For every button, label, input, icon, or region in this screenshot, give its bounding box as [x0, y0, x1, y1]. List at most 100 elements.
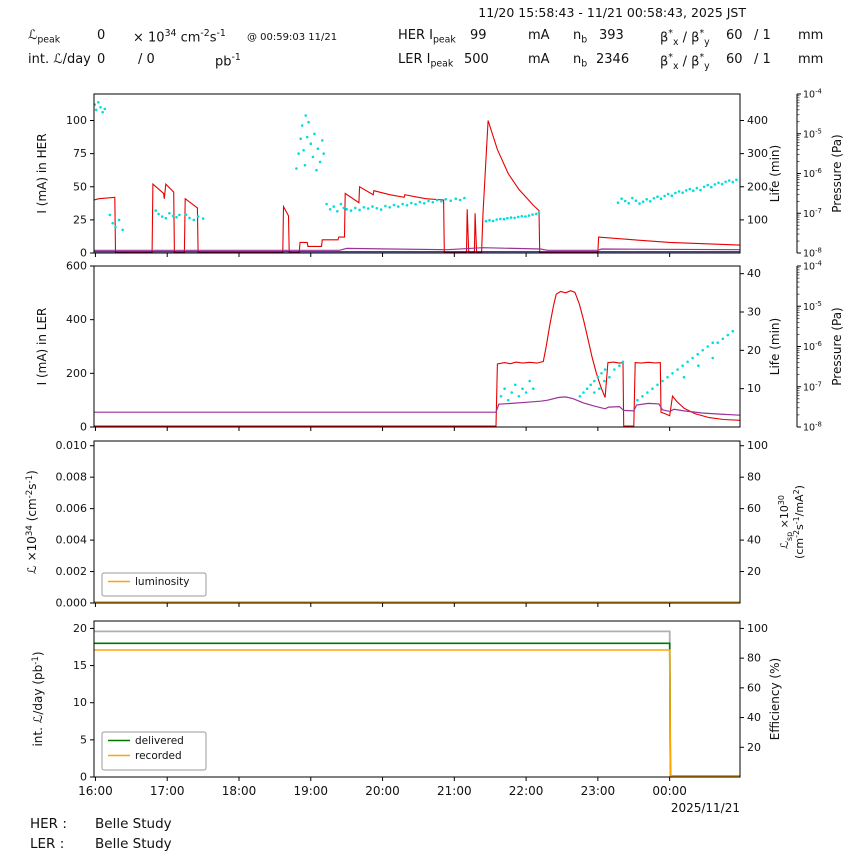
pressure-tick: 10-6	[803, 340, 822, 353]
intlum-value: 0	[97, 52, 106, 67]
footer-her-label: HER :	[30, 816, 67, 832]
ytick-right: 400	[747, 114, 768, 127]
plot-frame	[93, 440, 741, 604]
her-nb-label: nb	[573, 28, 588, 46]
legend-delivered: delivered	[135, 735, 184, 747]
ytick-left: 15	[73, 659, 87, 672]
series-her-current	[94, 120, 740, 253]
pressure-tick: 10-7	[803, 207, 822, 220]
ler-beta-value2: / 1	[754, 52, 771, 67]
ylabel-right: ℒsp ×1030	[777, 495, 794, 549]
ytick-right: 80	[747, 652, 761, 665]
lpeak-label: ℒpeak	[28, 28, 61, 46]
ytick-left: 600	[66, 260, 87, 273]
ytick-left: 0	[80, 421, 87, 434]
ytick-left: 0.000	[56, 597, 88, 610]
ytick-right: 100	[747, 439, 768, 452]
her-beta-value2: / 1	[754, 28, 771, 43]
time-range-label: 11/20 15:58:43 - 11/21 00:58:43, 2025 JS…	[478, 5, 746, 20]
intlum-label: int. ℒ/day	[28, 52, 91, 67]
ytick-left: 200	[66, 367, 87, 380]
ytick-left: 5	[80, 733, 87, 746]
plot-integrated: 0 5 10 15 20 20 40 60 80 100 16:00 17:00 18:00 19:00 2…	[31, 620, 782, 798]
ytick-left: 0.006	[56, 502, 88, 515]
ytick-left: 10	[73, 696, 87, 709]
ylabel-left: ℒ ×1034 (cm-2s-1)	[25, 470, 39, 574]
intlum-unit: pb-1	[215, 52, 241, 70]
ytick-right: 100	[747, 622, 768, 635]
ler-ipeak-value: 500	[464, 52, 489, 67]
xtick-label: 21:00	[437, 784, 472, 798]
pressure-axis-label: Pressure (Pa)	[830, 307, 844, 385]
ler-nb-value: 2346	[596, 52, 630, 67]
ler-nb-label: nb	[573, 52, 588, 70]
ylabel-right: Life (min)	[768, 145, 782, 202]
series-ler-current	[94, 290, 740, 427]
ytick-left: 0.002	[56, 565, 88, 578]
legend-box	[101, 572, 207, 597]
xtick-label: 00:00	[652, 784, 687, 798]
pressure-tick: 10-4	[803, 260, 822, 273]
ytick-right: 30	[747, 306, 761, 319]
pressure-tick: 10-4	[803, 88, 822, 101]
pressure-tick: 10-5	[803, 127, 822, 140]
ytick-right: 60	[747, 502, 761, 515]
ytick-left: 50	[73, 180, 87, 193]
series-ler-pressure	[94, 396, 740, 416]
ytick-right: 40	[747, 534, 761, 547]
plot-ler: 0 200 400 600 10 20 30 40 I (mA) in LER Life (min…	[35, 260, 844, 434]
lpeak-unit: × 1034 cm-2s-1	[133, 28, 226, 46]
ler-beta-label: β*x / β*y	[660, 52, 710, 72]
ytick-right: 20	[747, 344, 761, 357]
lpeak-timestamp: @ 00:59:03 11/21	[247, 32, 338, 43]
legend-luminosity: luminosity	[135, 576, 190, 588]
ytick-right: 20	[747, 741, 761, 754]
date-label: 2025/11/21	[671, 801, 740, 815]
plot-frame	[93, 93, 741, 254]
series-ler-lifetime	[499, 329, 735, 402]
ler-beta-unit: mm	[798, 52, 824, 67]
ylabel-right: Life (min)	[768, 318, 782, 375]
footer-ler-label: LER :	[30, 836, 65, 852]
her-ipeak-unit: mA	[528, 28, 550, 43]
series-her-lifetime	[94, 101, 738, 232]
ytick-left: 400	[66, 313, 87, 326]
plot-frame	[93, 265, 741, 428]
ytick-right: 80	[747, 471, 761, 484]
intlum-value2: / 0	[138, 52, 155, 67]
ytick-left: 0	[80, 247, 87, 260]
her-beta-value: 60	[726, 28, 743, 43]
ytick-left: 100	[66, 114, 87, 127]
ler-ipeak-label: LER Ipeak	[398, 52, 454, 70]
ytick-right: 40	[747, 267, 761, 280]
ytick-left: 75	[73, 147, 87, 160]
ytick-right: 60	[747, 681, 761, 694]
xtick-label: 16:00	[78, 784, 113, 798]
ylabel-right: (cm-2s-1/mA2)	[792, 485, 806, 559]
her-nb-value: 393	[599, 28, 624, 43]
series-recorded	[94, 649, 740, 777]
legend-box	[101, 731, 207, 771]
pressure-tick: 10-8	[803, 421, 822, 434]
ylabel-left: I (mA) in HER	[35, 133, 49, 213]
ytick-left: 0.010	[56, 439, 88, 452]
legend-recorded: recorded	[135, 750, 182, 762]
ylabel-right: Efficiency (%)	[768, 658, 782, 740]
plot-her: 0 25 50 75 100 100 200 300 400 I (mA) in HER Life …	[35, 88, 844, 260]
ytick-left: 25	[73, 213, 87, 226]
ylabel-left: int. ℒ/day (pb-1)	[31, 651, 45, 746]
ytick-left: 0.008	[56, 471, 88, 484]
ytick-left: 0	[80, 771, 87, 784]
ylabel-left: I (mA) in LER	[35, 308, 49, 386]
xtick-label: 19:00	[293, 784, 328, 798]
ytick-right: 40	[747, 711, 761, 724]
xtick-label: 23:00	[581, 784, 616, 798]
pressure-axis-label: Pressure (Pa)	[830, 134, 844, 212]
footer-her-value: Belle Study	[95, 816, 172, 832]
lpeak-value: 0	[97, 28, 106, 43]
ytick-left: 0.004	[56, 534, 88, 547]
pressure-tick: 10-7	[803, 380, 822, 393]
series-her-pressure	[94, 247, 740, 251]
her-ipeak-value: 99	[470, 28, 487, 43]
ler-ipeak-unit: mA	[528, 52, 550, 67]
